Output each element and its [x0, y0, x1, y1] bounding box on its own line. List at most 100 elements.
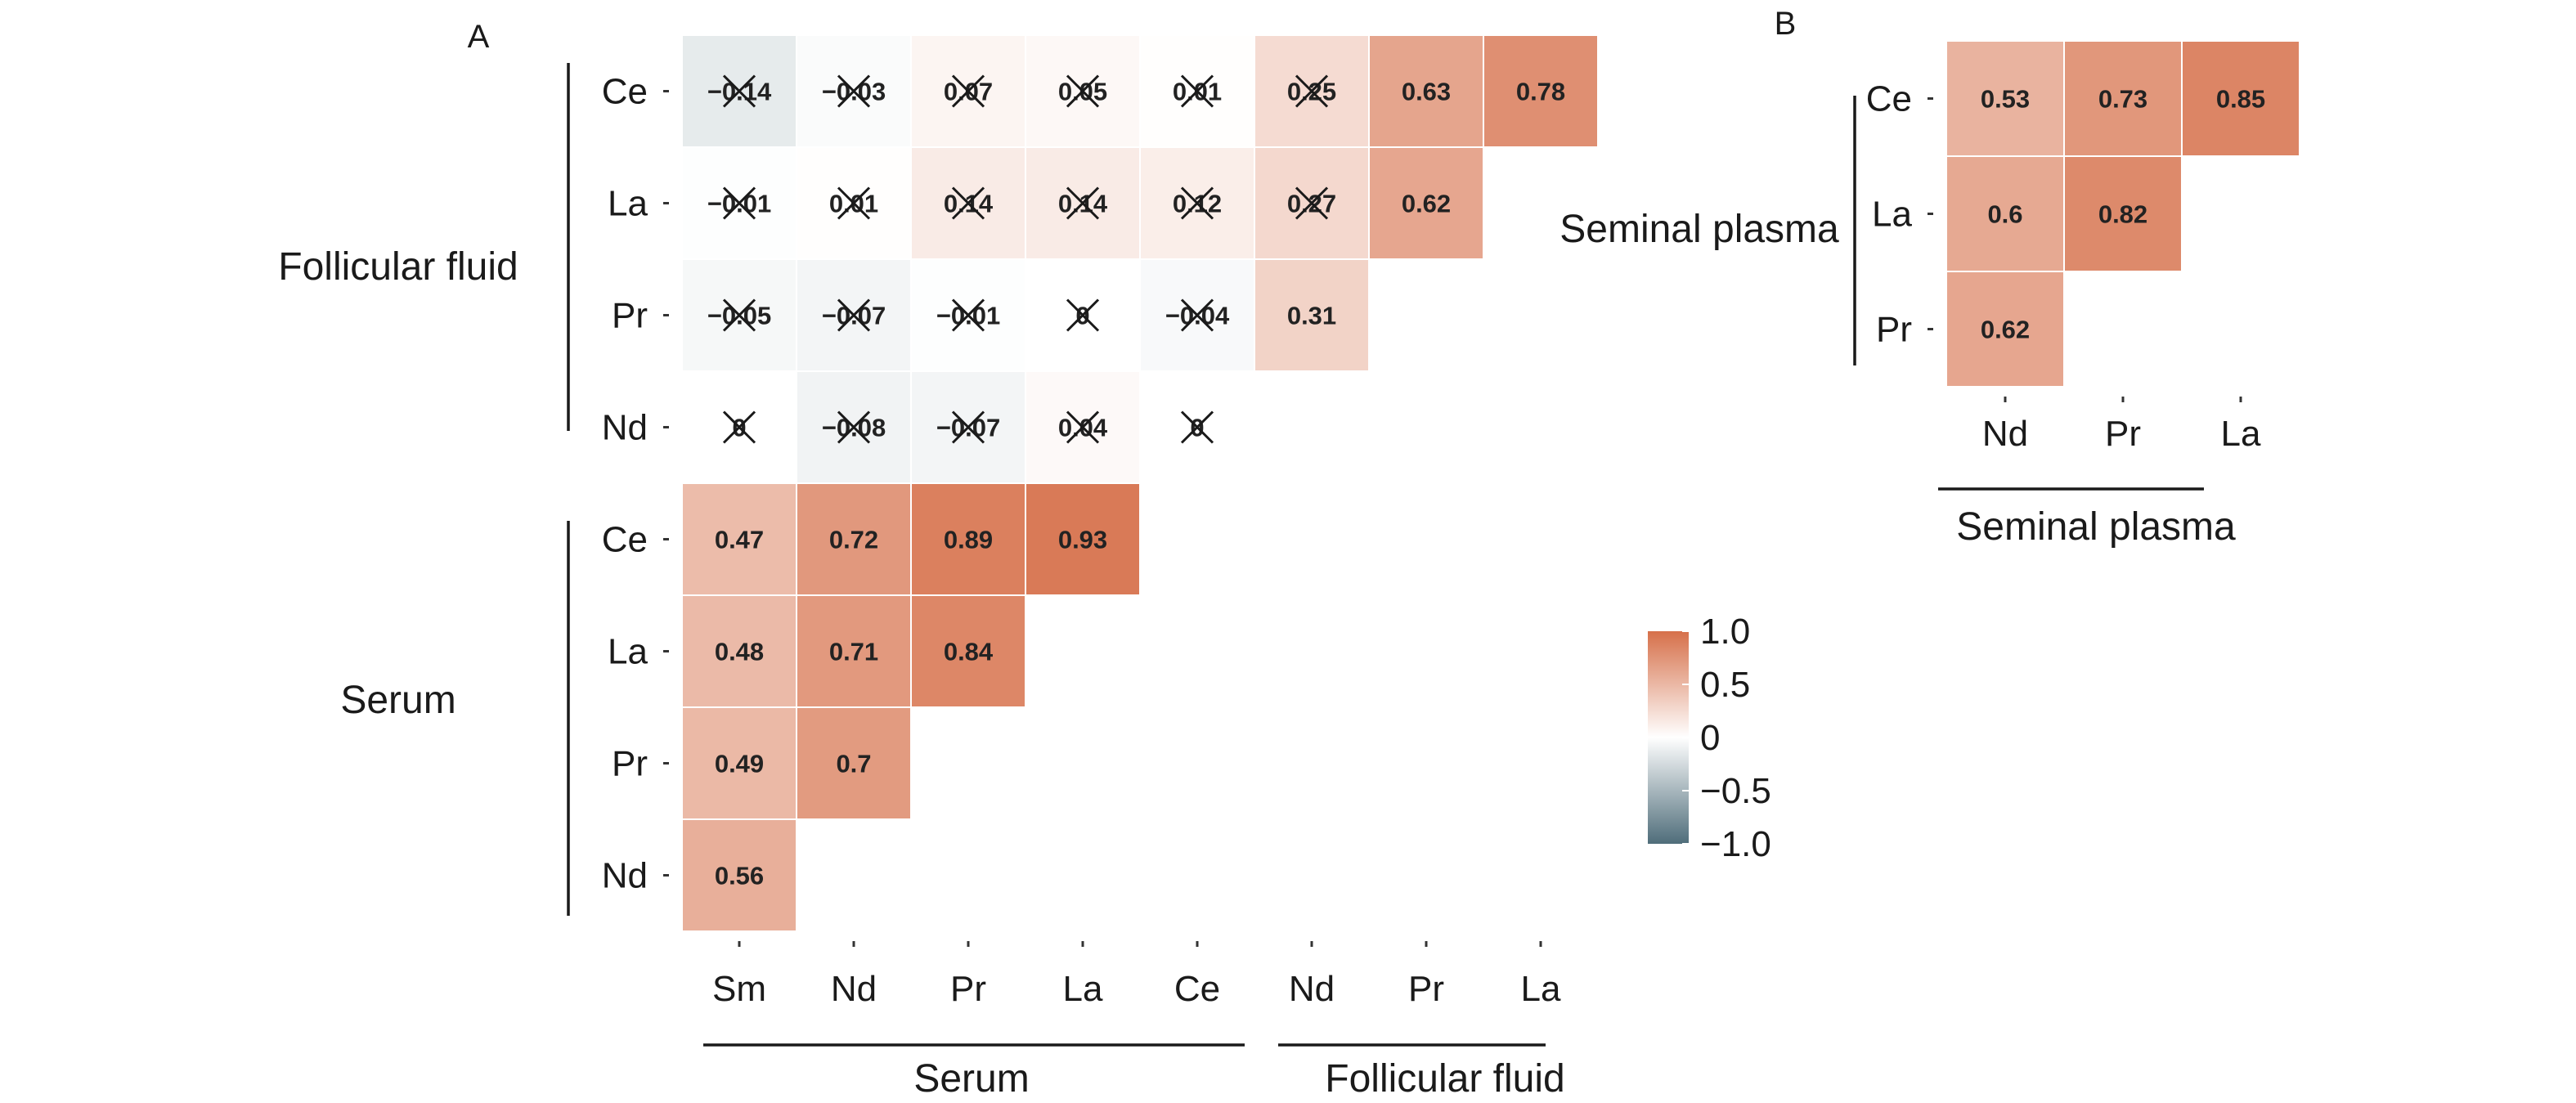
x-tick-label: Sm	[712, 969, 766, 1009]
legend-tick-label: 1.0	[1700, 612, 1750, 652]
y-tick-label: Pr	[1876, 310, 1912, 350]
legend-color-bar	[1648, 631, 1689, 844]
x-tick-label: Pr	[1408, 969, 1444, 1009]
cross-mark	[837, 74, 871, 108]
cross-mark	[722, 74, 756, 108]
cross-mark	[951, 298, 985, 332]
cross-mark	[1180, 186, 1214, 220]
x-tick-label: Pr	[950, 969, 986, 1009]
x-tick-label: Ce	[1174, 969, 1220, 1009]
cell-value-label: 0.82	[2098, 200, 2147, 229]
cross-mark	[1066, 186, 1100, 220]
heatmap-cell	[796, 706, 912, 820]
y-tick-label: Nd	[602, 856, 648, 896]
panel-a-label: A	[468, 19, 490, 55]
cross-mark	[1180, 298, 1214, 332]
cell-value-label: 0.62	[1402, 190, 1451, 218]
cell-value-label: 0.7	[836, 750, 871, 778]
x-tick-label: Pr	[2105, 414, 2141, 454]
panel-a-y-group-serum: Serum	[340, 679, 456, 722]
heatmap-cell	[1025, 482, 1141, 596]
legend-tick-label: −1.0	[1700, 824, 1771, 864]
cell-value-label: 0.85	[2216, 85, 2265, 114]
cross-mark	[951, 410, 985, 444]
cross-mark	[837, 186, 871, 220]
cell-value-label: 0.73	[2098, 85, 2147, 114]
y-tick-label: Ce	[1866, 79, 1912, 119]
panel-a-heatmap: −0.14−0.030.070.050.010.250.630.78−0.010…	[278, 34, 1599, 1101]
cross-mark	[1295, 74, 1329, 108]
y-tick-label: La	[608, 632, 648, 672]
cross-mark	[951, 74, 985, 108]
panel-a-x-group-serum: Serum	[913, 1057, 1029, 1101]
cell-value-label: 0.72	[829, 526, 878, 554]
cross-mark	[1180, 74, 1214, 108]
heatmap-cell	[1945, 40, 2065, 157]
legend-tick-label: 0	[1700, 718, 1720, 758]
heatmap-cell	[1368, 146, 1484, 260]
heatmap-cell	[910, 482, 1026, 596]
heatmap-cell	[681, 818, 797, 932]
cross-mark	[722, 410, 756, 444]
y-tick-label: Nd	[602, 408, 648, 448]
panel-a-x-tick-labels: Sm Nd Pr La Ce Nd Pr La	[712, 941, 1561, 1009]
panel-b-label: B	[1775, 6, 1797, 42]
panel-b-y-tick-labels: Ce La Pr	[1866, 79, 1933, 350]
cross-mark	[951, 186, 985, 220]
panel-a-y-tick-labels: Ce La Pr Nd Ce La Pr Nd	[602, 72, 669, 896]
cell-value-label: 0.93	[1058, 526, 1107, 554]
cell-value-label: 0.78	[1516, 78, 1565, 106]
x-tick-label: Nd	[831, 969, 877, 1009]
legend-tick-label: −0.5	[1700, 771, 1771, 811]
legend-tick-labels: 1.0 0.5 0 −0.5 −1.0	[1682, 612, 1771, 864]
cell-value-label: 0.56	[715, 862, 764, 890]
heatmap-cell	[681, 482, 797, 596]
cross-mark	[1066, 410, 1100, 444]
cell-value-label: 0.49	[715, 750, 764, 778]
cross-mark	[1066, 298, 1100, 332]
panel-b-heatmap: 0.53 0.73 0.85 0.6 0.82 0.62 Nd Pr La Ce La Pr Se…	[1560, 40, 2300, 549]
heatmap-cell	[1945, 155, 2065, 272]
cell-value-label: 0.6	[1987, 200, 2022, 229]
y-tick-label: La	[1872, 195, 1912, 235]
cell-value-label: 0.47	[715, 526, 764, 554]
cell-value-label: 0.63	[1402, 78, 1451, 106]
panel-b-x-tick-labels: Nd Pr La	[1982, 397, 2261, 454]
cross-mark	[1180, 410, 1214, 444]
cell-value-label: 0.71	[829, 638, 878, 666]
panel-a-cells: −0.14−0.030.070.050.010.250.630.78−0.010…	[681, 34, 1599, 932]
heatmap-cell	[1254, 258, 1370, 372]
cell-value-label: 0.84	[944, 638, 994, 666]
heatmap-cell	[796, 594, 912, 708]
heatmap-cell	[2181, 40, 2300, 157]
x-tick-label: La	[1063, 969, 1103, 1009]
color-scale-legend: 1.0 0.5 0 −0.5 −1.0	[1648, 612, 1771, 864]
y-tick-label: Ce	[602, 72, 648, 112]
y-tick-label: Pr	[612, 296, 648, 336]
cell-value-label: 0.62	[1981, 316, 2030, 344]
panel-b-x-group-seminal-plasma: Seminal plasma	[1956, 505, 2236, 549]
panel-b-y-group-seminal-plasma: Seminal plasma	[1560, 208, 1839, 251]
cell-value-label: 0.89	[944, 526, 993, 554]
cross-mark	[1295, 186, 1329, 220]
x-tick-label: Nd	[1289, 969, 1335, 1009]
panel-a-x-group-follicular-fluid: Follicular fluid	[1325, 1057, 1564, 1101]
cross-mark	[1066, 74, 1100, 108]
panel-a-y-group-follicular-fluid: Follicular fluid	[278, 245, 518, 289]
x-tick-label: La	[2221, 414, 2261, 454]
cross-mark	[837, 298, 871, 332]
heatmap-cell	[2063, 40, 2183, 157]
x-tick-label: La	[1521, 969, 1561, 1009]
heatmap-cell	[2063, 155, 2183, 272]
y-tick-label: Ce	[602, 520, 648, 560]
heatmap-cell	[1483, 34, 1599, 148]
y-tick-label: Pr	[612, 744, 648, 784]
cell-value-label: 0.31	[1287, 302, 1336, 330]
x-tick-label: Nd	[1982, 414, 2028, 454]
panel-b-cells: 0.53 0.73 0.85 0.6 0.82 0.62	[1945, 40, 2300, 388]
heatmap-cell	[1945, 271, 2065, 388]
cell-value-label: 0.48	[715, 638, 764, 666]
cross-mark	[722, 186, 756, 220]
legend-tick-label: 0.5	[1700, 665, 1750, 705]
